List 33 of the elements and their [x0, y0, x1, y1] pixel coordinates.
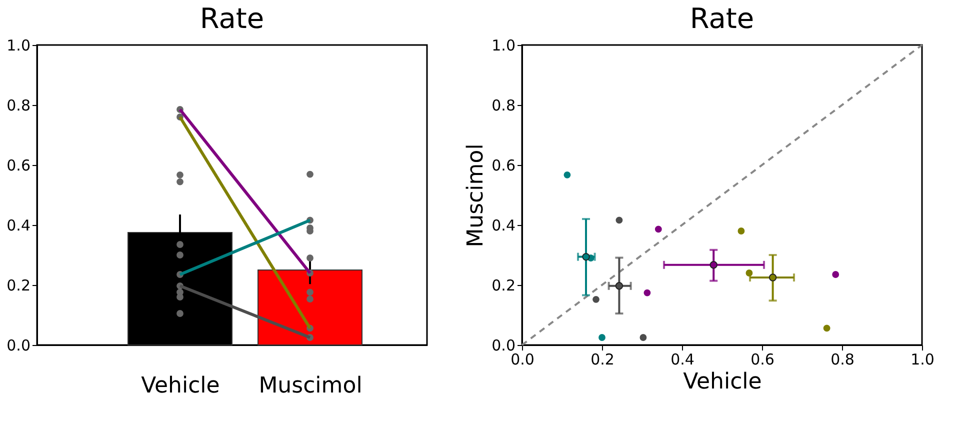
y-tick-label: 0.2: [6, 276, 30, 294]
y-axis-title: Muscimol: [464, 144, 489, 248]
point: [738, 228, 745, 234]
y-tick-label: 0.2: [492, 276, 516, 294]
y-tick-label: 0.4: [492, 216, 516, 234]
x-tick-label: 0.8: [830, 350, 854, 368]
point: [832, 271, 840, 278]
y-tick-label: 0.6: [6, 156, 30, 174]
point: [616, 216, 623, 224]
point: [582, 252, 590, 261]
x-tick-label: 0.2: [590, 350, 614, 368]
y-tick-label: 0.8: [492, 96, 516, 114]
y-tick-label: 0.6: [492, 156, 516, 174]
point: [598, 334, 606, 341]
y-tick-label: 0.8: [6, 96, 30, 114]
x-tick-label: 0.4: [670, 350, 694, 368]
point: [615, 282, 624, 290]
point: [564, 171, 571, 178]
point: [644, 289, 651, 296]
chart-title: Rate: [200, 2, 264, 35]
x-tick-label: 1.0: [910, 350, 934, 368]
x-tick-label: 0.6: [750, 350, 774, 368]
point: [592, 296, 600, 303]
point: [768, 274, 777, 282]
chart-title: Rate: [690, 2, 754, 35]
y-tick-label: 1.0: [6, 36, 30, 54]
point: [654, 226, 662, 233]
point: [823, 324, 830, 332]
point: [710, 261, 718, 269]
point: [640, 334, 647, 341]
y-tick-label: 0.4: [6, 216, 30, 234]
y-tick-label: 0.0: [6, 336, 30, 354]
y-tick-label: 1.0: [492, 36, 516, 54]
